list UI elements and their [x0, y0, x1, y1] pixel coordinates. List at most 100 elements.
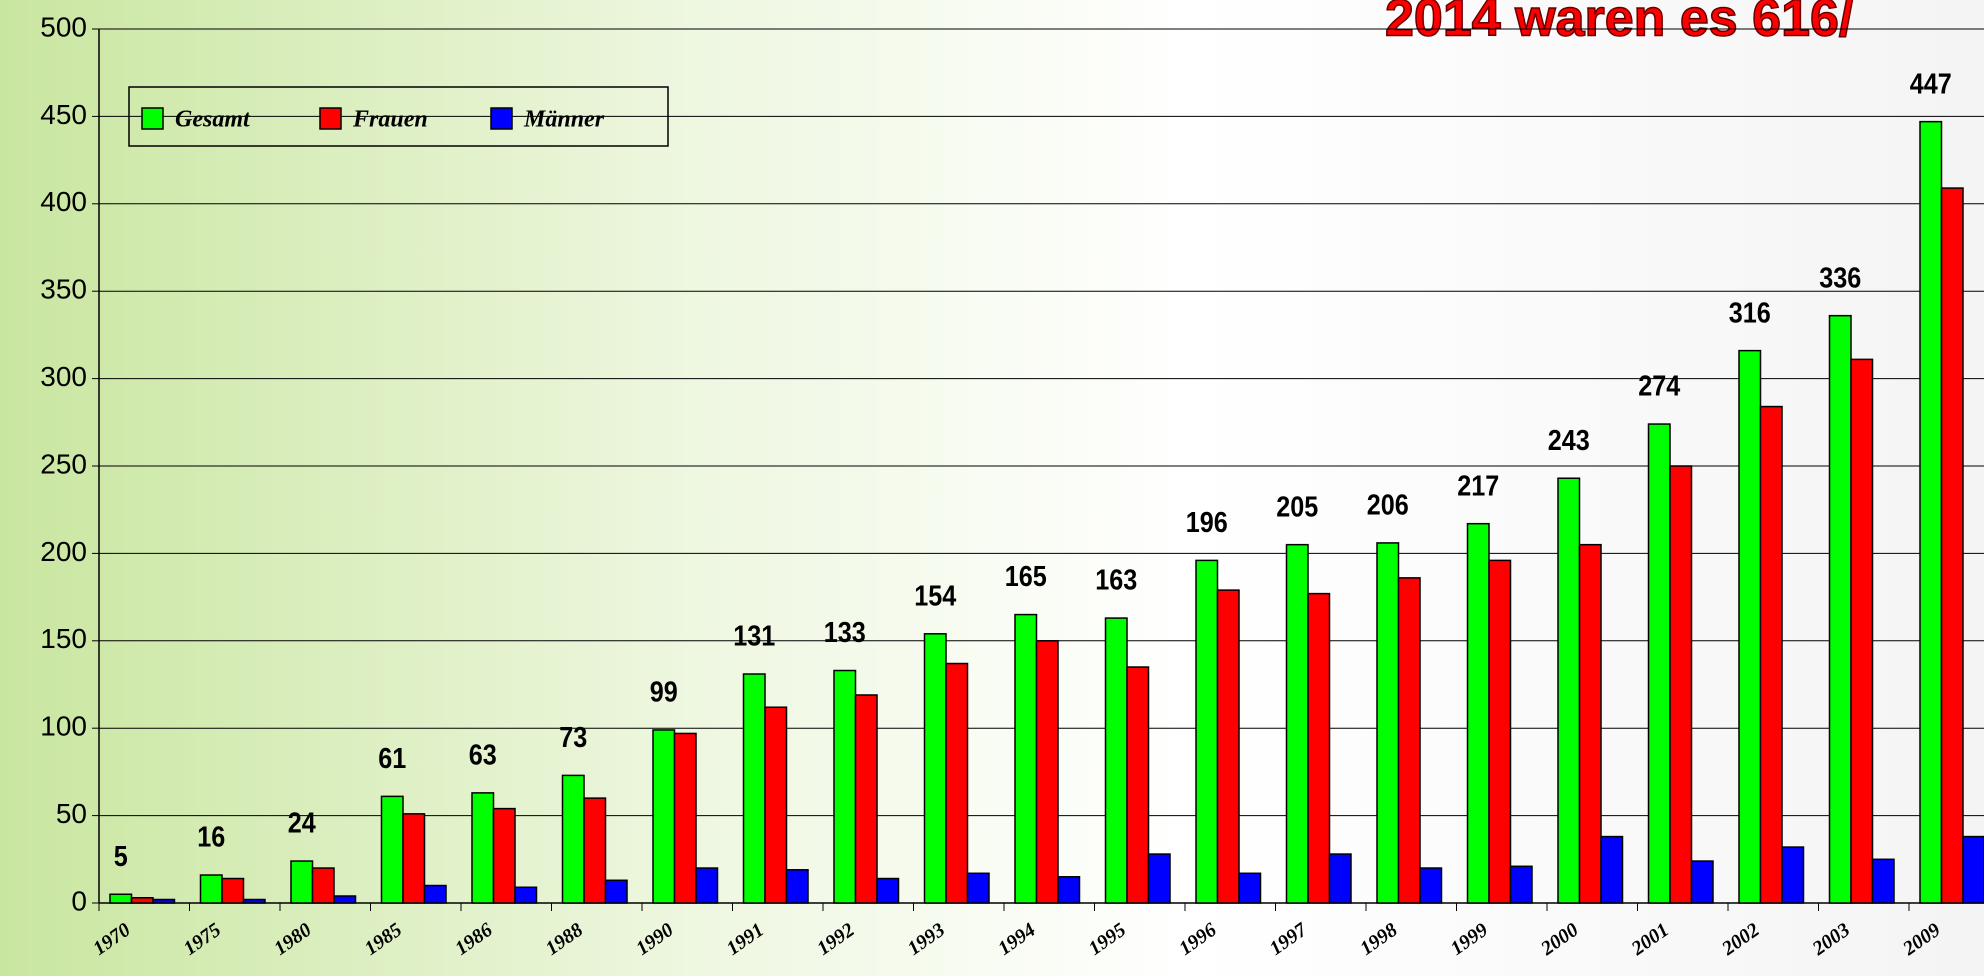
bar [1759, 405, 1783, 904]
bar [583, 797, 607, 904]
bar [1397, 577, 1421, 904]
bar [652, 729, 676, 904]
data-label: 274 [1638, 371, 1680, 403]
bar [471, 792, 495, 904]
y-tick-label: 100 [40, 711, 87, 742]
data-label: 131 [733, 621, 775, 653]
data-label: 447 [1910, 68, 1952, 100]
y-tick-label: 450 [40, 99, 87, 130]
legend-label: Gesamt [175, 107, 251, 133]
legend-swatch [141, 107, 164, 130]
data-label: 73 [559, 722, 587, 754]
data-label: 316 [1729, 297, 1771, 329]
bar [1509, 865, 1533, 904]
y-tick-label: 400 [40, 186, 87, 217]
data-label: 133 [824, 617, 866, 649]
bar [152, 898, 176, 904]
bar [1828, 314, 1852, 904]
bar [1035, 640, 1059, 904]
bar [1419, 867, 1443, 904]
bar [695, 867, 719, 904]
bar [1307, 592, 1331, 904]
bar [966, 872, 990, 904]
y-tick-label: 50 [56, 798, 87, 829]
bar [333, 895, 357, 904]
data-label: 16 [197, 822, 225, 854]
bar [742, 673, 766, 904]
bar [1104, 617, 1128, 904]
bar [833, 669, 857, 904]
data-label: 61 [378, 743, 406, 775]
bar [1195, 559, 1219, 904]
data-label: 243 [1548, 425, 1590, 457]
bar [561, 774, 585, 904]
bar [1126, 666, 1150, 904]
y-tick-label: 0 [71, 885, 87, 916]
bar [199, 874, 223, 904]
bar [514, 886, 538, 904]
bar [1014, 613, 1038, 904]
bar [854, 694, 878, 904]
bar [1690, 860, 1714, 904]
bar [1238, 872, 1262, 904]
bar [1940, 187, 1964, 904]
bar [1466, 522, 1490, 904]
data-label: 217 [1457, 470, 1499, 502]
bar [290, 860, 314, 904]
bar [423, 884, 447, 904]
bar [1328, 853, 1352, 904]
data-label: 163 [1095, 565, 1137, 597]
y-tick-label: 500 [40, 11, 87, 42]
bar [109, 893, 133, 904]
y-tick-label: 250 [40, 448, 87, 479]
bar [764, 706, 788, 904]
bar [311, 867, 335, 904]
bar [221, 877, 245, 904]
data-label: 154 [914, 580, 956, 612]
data-label: 206 [1367, 490, 1409, 522]
data-label: 165 [1005, 561, 1047, 593]
y-tick-label: 350 [40, 274, 87, 305]
bar [1871, 858, 1895, 904]
y-tick-label: 150 [40, 623, 87, 654]
bar [1376, 542, 1400, 904]
bar [1647, 423, 1671, 904]
bar [402, 813, 426, 904]
bar [492, 807, 516, 904]
data-label: 63 [469, 740, 497, 772]
bar [1578, 543, 1602, 904]
bar [1919, 120, 1943, 904]
legend-label: Männer [523, 107, 605, 133]
bar [1557, 477, 1581, 904]
bar [876, 877, 900, 904]
bar [945, 662, 969, 904]
bar [1738, 349, 1762, 904]
data-label: 336 [1819, 262, 1861, 294]
data-label: 205 [1276, 491, 1318, 523]
data-label: 5 [114, 841, 128, 873]
bar [1962, 835, 1984, 904]
data-label: 196 [1186, 507, 1228, 539]
data-label: 24 [288, 808, 316, 840]
bar [1600, 835, 1624, 904]
legend-box [128, 86, 669, 147]
bar [380, 795, 404, 904]
bar [130, 897, 154, 904]
bar [785, 869, 809, 904]
y-tick-label: 300 [40, 361, 87, 392]
bar [1147, 853, 1171, 904]
legend-swatch [490, 107, 513, 130]
bar [1488, 559, 1512, 904]
legend-swatch [319, 107, 342, 130]
bar [923, 633, 947, 904]
bar [1057, 876, 1081, 904]
y-tick-label: 200 [40, 536, 87, 567]
bar [673, 732, 697, 904]
bar [1216, 589, 1240, 904]
bar [242, 898, 266, 904]
bar [1781, 846, 1805, 904]
chart-title: 2014 waren es 616/ [1385, 0, 1853, 48]
bar [1285, 543, 1309, 904]
data-label: 99 [650, 677, 678, 709]
